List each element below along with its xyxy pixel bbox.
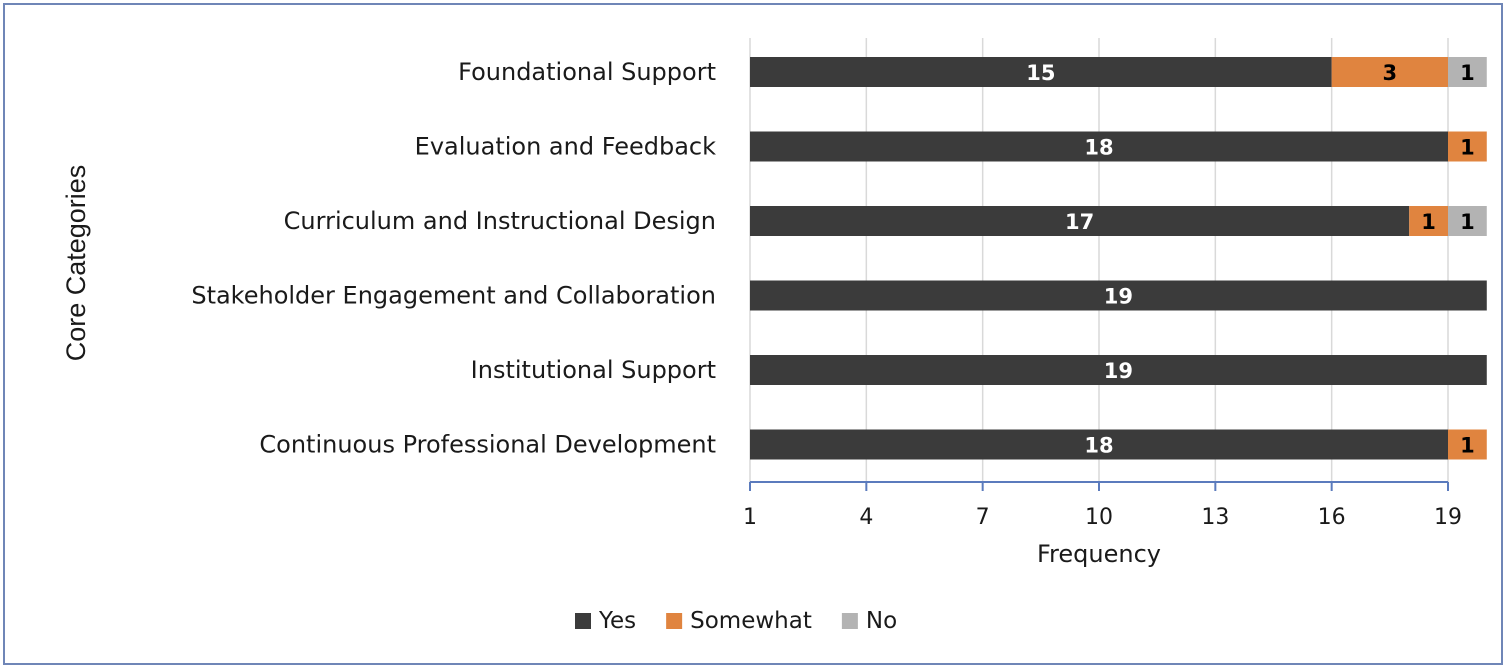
- bars: [750, 57, 1487, 460]
- x-tick-label: 7: [976, 505, 990, 530]
- data-label: 1: [1460, 61, 1475, 85]
- bar-segment-yes: [750, 280, 1487, 311]
- data-label: 19: [1104, 285, 1133, 309]
- category-label: Continuous Professional Development: [259, 431, 716, 459]
- data-label: 18: [1084, 434, 1113, 458]
- category-label: Evaluation and Feedback: [415, 133, 716, 161]
- data-label: 15: [1026, 61, 1055, 85]
- legend-label-somewhat: Somewhat: [690, 608, 812, 634]
- data-label: 1: [1460, 136, 1475, 160]
- legend-swatch-yes: [575, 613, 591, 629]
- x-tick-label: 13: [1201, 505, 1229, 530]
- x-axis-title: Frequency: [1037, 540, 1161, 568]
- legend-label-yes: Yes: [598, 608, 636, 634]
- y-axis-title: Core Categories: [61, 165, 91, 362]
- x-tick-label: 10: [1085, 505, 1113, 530]
- bar-segment-yes: [750, 429, 1448, 460]
- bar-segment-yes: [750, 57, 1332, 87]
- bar-segment-somewhat: [1409, 206, 1448, 236]
- gridlines: [749, 38, 1449, 482]
- bar-segment-yes: [750, 131, 1448, 162]
- legend: Yes Somewhat No: [575, 608, 897, 634]
- data-label: 1: [1460, 210, 1475, 234]
- category-labels: Foundational Support Evaluation and Feedb…: [191, 58, 716, 459]
- data-label: 3: [1383, 61, 1398, 85]
- legend-label-no: No: [866, 608, 897, 634]
- bar-segment-somewhat: [1448, 429, 1487, 460]
- bar-segment-somewhat: [1331, 57, 1448, 87]
- category-label: Stakeholder Engagement and Collaboration: [191, 282, 716, 310]
- legend-swatch-somewhat: [666, 613, 683, 629]
- data-label: 18: [1084, 136, 1113, 160]
- x-tick-label: 16: [1318, 505, 1346, 530]
- bar-segment-no: [1448, 206, 1487, 236]
- data-label: 1: [1460, 434, 1475, 458]
- category-label: Foundational Support: [458, 58, 716, 86]
- bar-segment-yes: [750, 206, 1410, 236]
- legend-swatch-no: [841, 613, 858, 629]
- x-tick-label: 19: [1434, 505, 1462, 530]
- x-axis: 1 4 7 10 13 16 19: [743, 481, 1462, 530]
- x-tick-label: 1: [743, 505, 757, 530]
- category-label: Institutional Support: [471, 356, 716, 384]
- data-label: 19: [1104, 359, 1133, 383]
- chart-frame: 15 3 1 18 1 17 1 1 19 19 18 1 Foundational Support E…: [3, 3, 1503, 665]
- data-label: 1: [1421, 210, 1436, 234]
- data-label: 17: [1065, 210, 1094, 234]
- x-tick-label: 4: [859, 505, 873, 530]
- category-label: Curriculum and Instructional Design: [284, 207, 716, 235]
- bar-segment-yes: [750, 355, 1487, 385]
- bar-segment-no: [1448, 57, 1487, 87]
- bar-segment-somewhat: [1448, 131, 1487, 162]
